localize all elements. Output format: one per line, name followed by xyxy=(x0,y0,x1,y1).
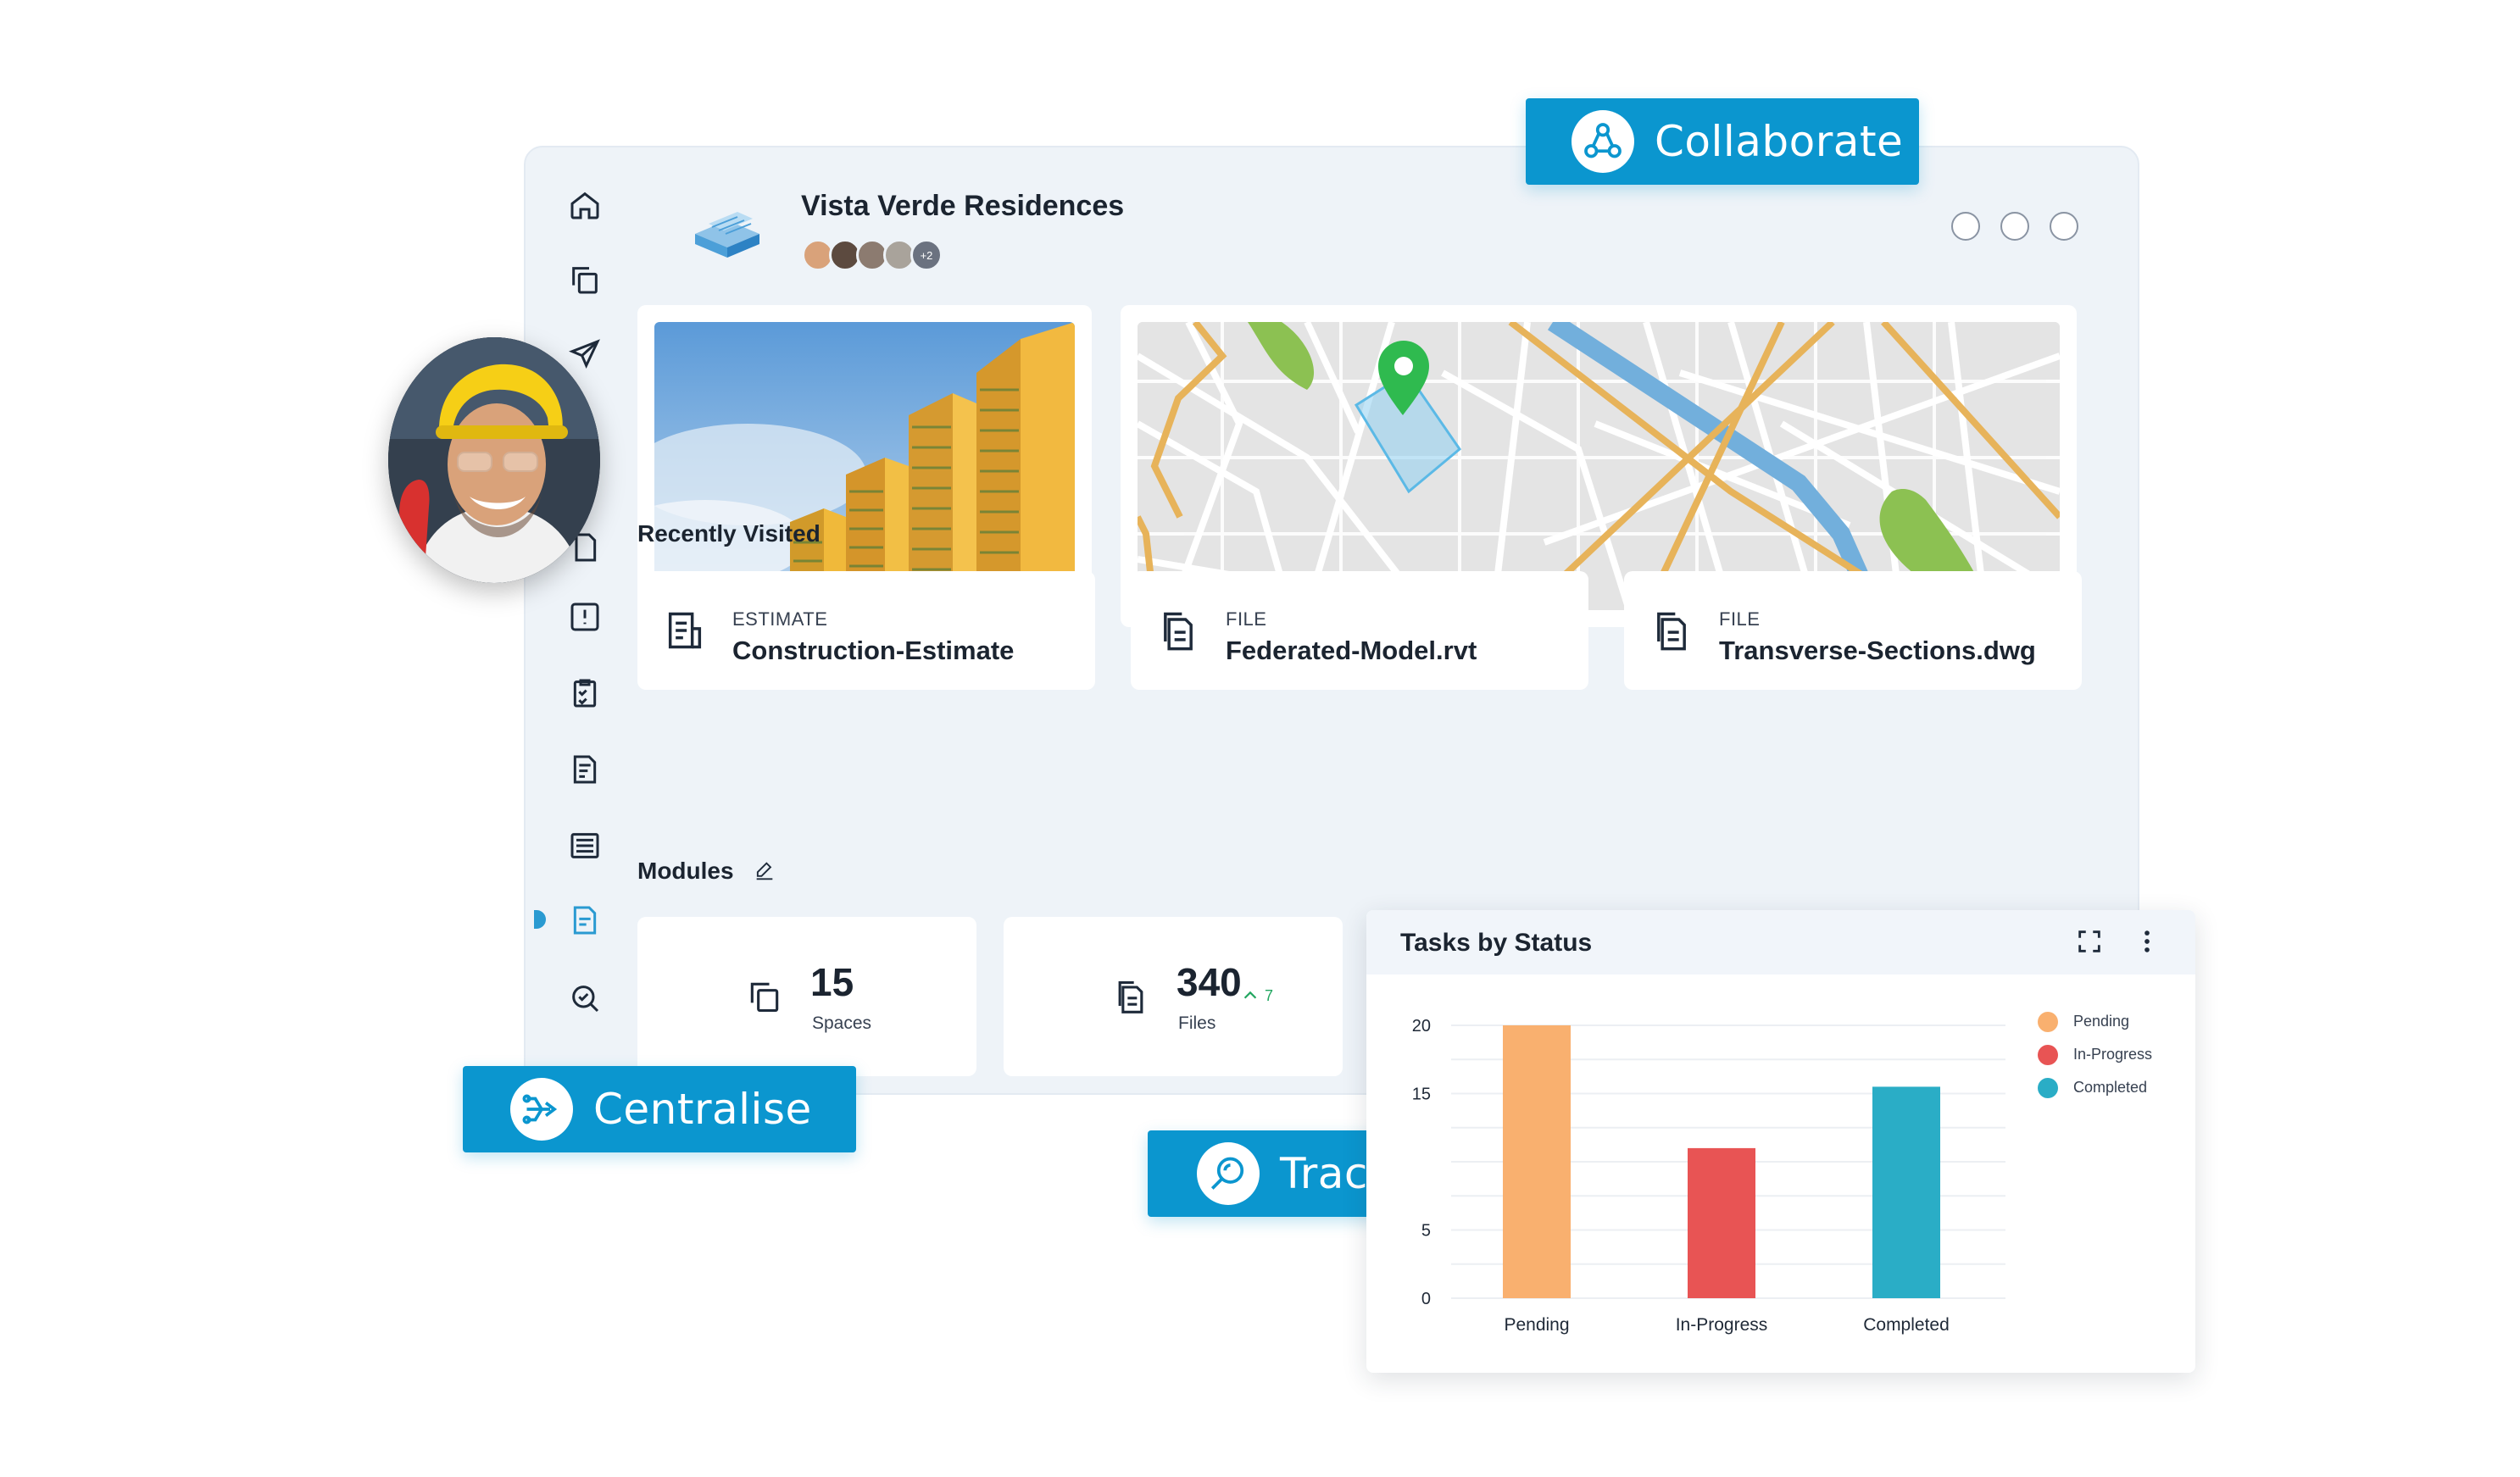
x-tick-label: In-Progress xyxy=(1676,1315,1768,1335)
y-tick-label: 15 xyxy=(1412,1086,1431,1104)
file-icon xyxy=(1112,978,1149,1015)
file-icon xyxy=(1156,608,1200,652)
project-title: Vista Verde Residences xyxy=(801,190,1125,222)
legend-swatch xyxy=(2038,1077,2058,1098)
y-tick-label: 20 xyxy=(1412,1017,1431,1036)
modules-title: Modules xyxy=(637,858,734,884)
modules-header: Modules xyxy=(637,858,776,885)
collaborate-icon xyxy=(1572,110,1634,173)
edit-pencil-icon[interactable] xyxy=(753,859,776,883)
project-logo-icon xyxy=(687,190,768,271)
y-tick-label: 5 xyxy=(1421,1222,1431,1241)
recent-item-kind: FILE xyxy=(1226,608,1267,630)
location-map[interactable] xyxy=(1138,322,2060,610)
legend-label: Pending xyxy=(2073,1013,2130,1030)
module-value: 15 xyxy=(810,960,854,1004)
recent-item-kind: FILE xyxy=(1719,608,1761,630)
bar xyxy=(1688,1147,1755,1298)
legend-label: In-Progress xyxy=(2073,1046,2153,1063)
avatar-more-count: +2 xyxy=(910,239,943,271)
recent-item-name: Federated-Model.rvt xyxy=(1226,636,1477,665)
module-spaces[interactable]: 15 Spaces xyxy=(637,917,976,1076)
bar xyxy=(1503,1025,1571,1298)
file-icon xyxy=(1649,608,1694,652)
estimate-doc-icon xyxy=(663,608,707,652)
legend-swatch xyxy=(2038,1044,2058,1065)
recent-item-file[interactable]: FILE Transverse-Sections.dwg xyxy=(1624,571,2082,690)
home-icon[interactable] xyxy=(563,183,607,227)
legend-label: Completed xyxy=(2073,1079,2148,1096)
newspaper-icon[interactable] xyxy=(563,824,607,868)
centralise-button[interactable]: Centralise xyxy=(463,1066,856,1152)
sidebar xyxy=(526,147,644,1093)
trend-indicator: 7 xyxy=(1241,986,1273,1005)
chart-legend: Pending In-Progress Completed xyxy=(2038,1005,2152,1104)
more-vertical-icon[interactable] xyxy=(2133,927,2161,956)
building-photo xyxy=(654,322,1075,610)
window-controls xyxy=(1951,212,2078,241)
collaborate-button[interactable]: Collaborate xyxy=(1526,98,1919,185)
chart-title: Tasks by Status xyxy=(1400,929,1593,957)
centralise-icon xyxy=(510,1078,573,1141)
avatar xyxy=(802,239,834,271)
module-label: Spaces xyxy=(812,1013,872,1033)
legend-swatch xyxy=(2038,1011,2058,1032)
legend-item[interactable]: Completed xyxy=(2038,1071,2152,1104)
active-indicator xyxy=(534,910,546,929)
trend-up-icon xyxy=(1243,991,1257,999)
x-tick-label: Pending xyxy=(1504,1315,1569,1335)
recent-item-kind: ESTIMATE xyxy=(732,608,828,630)
window-dot[interactable] xyxy=(1951,212,1980,241)
x-tick-label: Completed xyxy=(1863,1315,1950,1335)
send-icon[interactable] xyxy=(563,332,607,376)
copy-icon[interactable] xyxy=(563,258,607,302)
avatar xyxy=(829,239,861,271)
copy-icon xyxy=(746,978,783,1015)
expand-icon[interactable] xyxy=(2075,927,2104,956)
recently-visited-title: Recently Visited xyxy=(637,520,821,547)
module-value: 340 xyxy=(1177,960,1242,1004)
doc-edit-icon[interactable] xyxy=(563,747,607,791)
worker-avatar xyxy=(388,337,600,583)
window-dot[interactable] xyxy=(2050,212,2078,241)
tasks-by-status-card: Tasks by Status 0 5 15 20 Pending In-Progress… xyxy=(1366,910,2195,1373)
recent-item-name: Construction-Estimate xyxy=(732,636,1015,665)
alert-icon[interactable] xyxy=(563,595,607,639)
chart-header: Tasks by Status xyxy=(1366,910,2195,974)
bar-chart: 0 5 15 20 Pending In-Progress Completed xyxy=(1412,1017,2005,1335)
legend-item[interactable]: In-Progress xyxy=(2038,1038,2152,1071)
module-label: Files xyxy=(1178,1013,1216,1033)
recent-item-file[interactable]: FILE Federated-Model.rvt xyxy=(1131,571,1588,690)
recent-item-name: Transverse-Sections.dwg xyxy=(1719,636,2036,665)
track-search-icon xyxy=(1197,1142,1260,1205)
app-window: Vista Verde Residences +2 xyxy=(524,146,2139,1095)
collaborate-label: Collaborate xyxy=(1655,117,1904,166)
centralise-label: Centralise xyxy=(593,1085,812,1134)
doc-icon[interactable] xyxy=(563,525,607,569)
active-doc-icon[interactable] xyxy=(563,898,607,942)
window-dot[interactable] xyxy=(2000,212,2029,241)
module-files[interactable]: 340 Files 7 xyxy=(1004,917,1343,1076)
trend-value: 7 xyxy=(1265,986,1274,1004)
clipboard-check-icon[interactable] xyxy=(563,671,607,715)
chart-actions xyxy=(2075,927,2161,956)
recent-item-estimate[interactable]: ESTIMATE Construction-Estimate xyxy=(637,571,1095,690)
legend-item[interactable]: Pending xyxy=(2038,1005,2152,1038)
search-check-icon[interactable] xyxy=(563,976,607,1020)
bar xyxy=(1872,1086,1940,1298)
y-tick-label: 0 xyxy=(1421,1290,1431,1308)
member-avatars[interactable]: +2 xyxy=(802,239,943,271)
